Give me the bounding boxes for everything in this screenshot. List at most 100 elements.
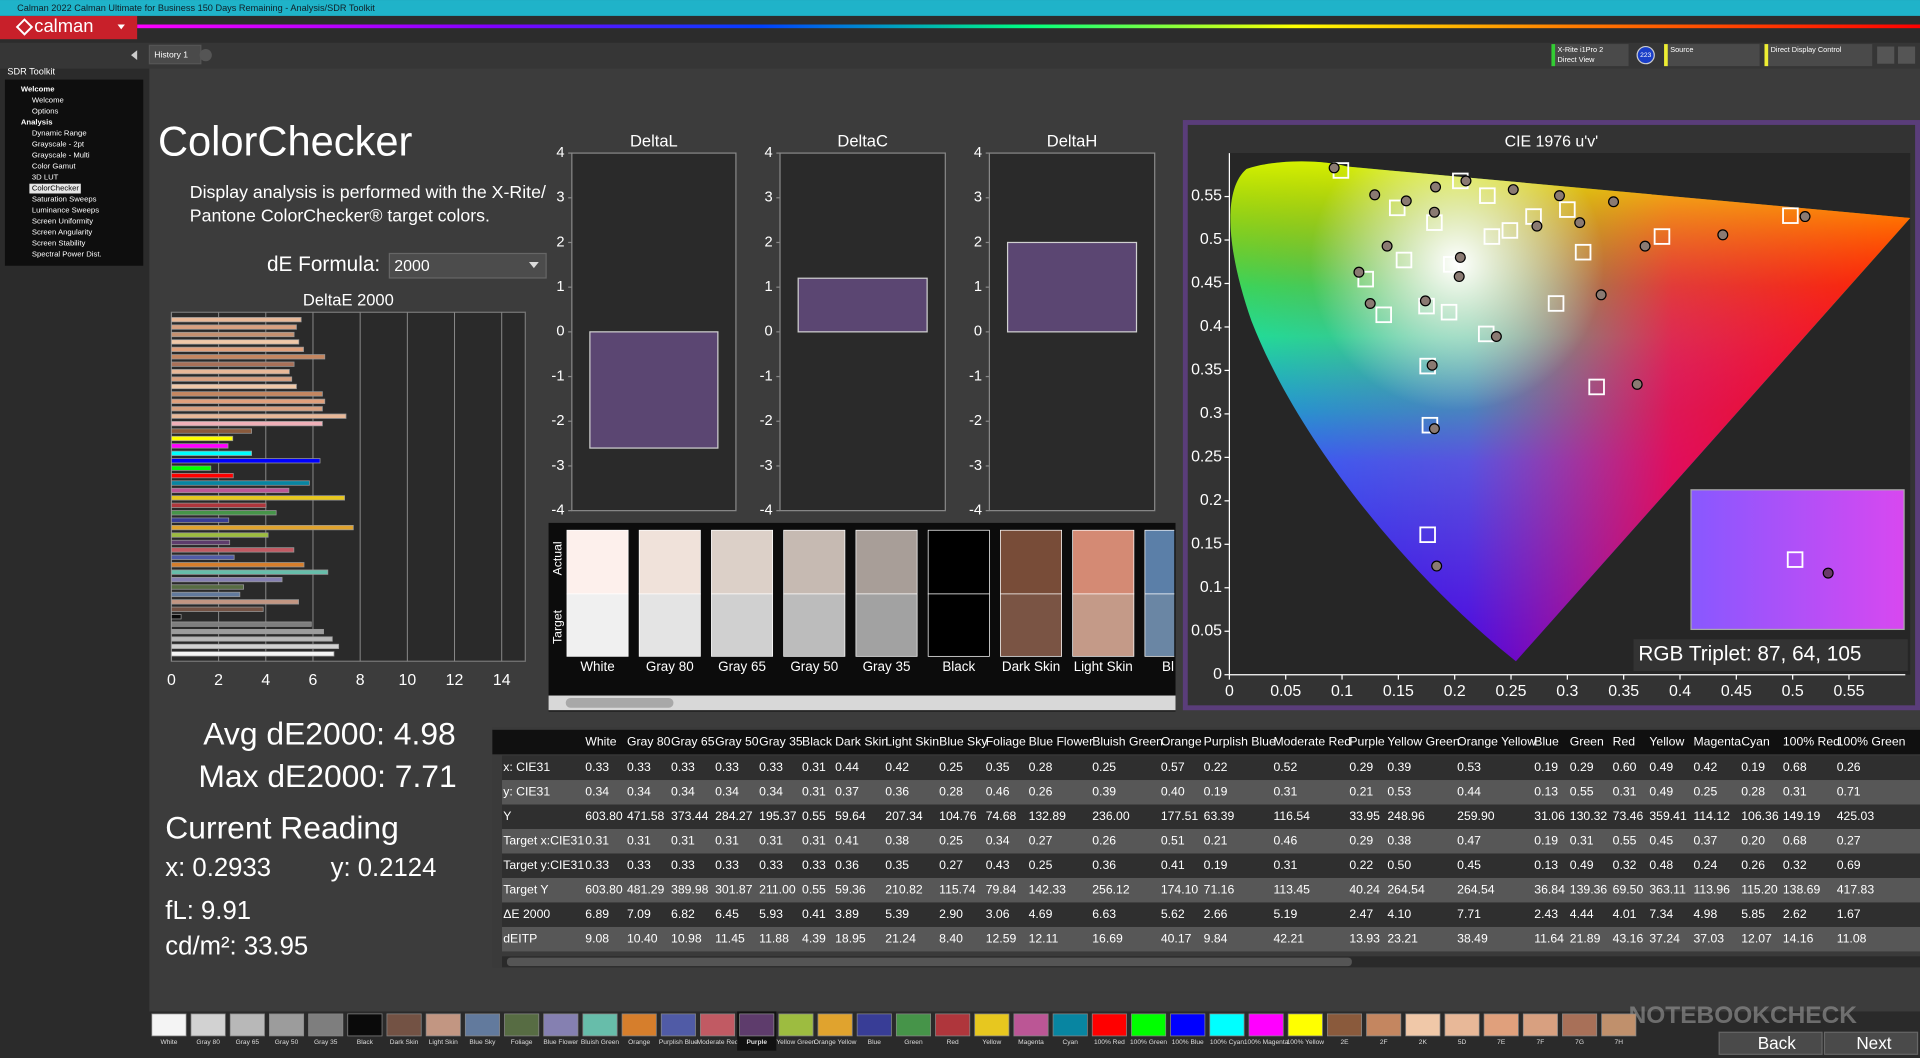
nav-patch[interactable] <box>190 1013 226 1037</box>
y-tick-label: -3 <box>760 458 773 474</box>
nav-patch[interactable] <box>1170 1013 1206 1037</box>
table-cell: 4.01 <box>1613 907 1637 921</box>
nav-patch[interactable] <box>817 1013 853 1037</box>
collapse-arrow[interactable] <box>131 50 138 61</box>
sidebar-item[interactable]: Grayscale - Multi <box>32 151 90 160</box>
sidebar-item[interactable]: Screen Angularity <box>32 228 93 237</box>
menu-button[interactable] <box>1897 46 1916 64</box>
nav-patch[interactable] <box>464 1013 500 1037</box>
nav-patch[interactable] <box>229 1013 265 1037</box>
nav-patch[interactable] <box>308 1013 344 1037</box>
nav-patch[interactable] <box>739 1013 775 1037</box>
settings-button[interactable] <box>1877 46 1895 64</box>
bar <box>171 317 302 323</box>
table-cell: 301.87 <box>715 882 753 896</box>
selected-item <box>29 183 81 194</box>
nav-patch[interactable] <box>151 1013 187 1037</box>
nav-patch[interactable] <box>1444 1013 1480 1037</box>
nav-patch[interactable] <box>935 1013 971 1037</box>
sidebar-item[interactable]: 3D LUT <box>32 173 59 182</box>
nav-patch-label: Purplish Blue <box>659 1039 698 1046</box>
inset-target <box>1786 551 1804 568</box>
sidebar-item[interactable]: Grayscale - 2pt <box>32 140 85 149</box>
nav-patch[interactable] <box>1052 1013 1088 1037</box>
sidebar-item[interactable]: Welcome <box>32 95 64 104</box>
sidebar-item[interactable]: Luminance Sweeps <box>32 206 99 215</box>
bar <box>171 517 230 523</box>
table-cell: 37.03 <box>1693 931 1724 945</box>
table-cell: 6.45 <box>715 907 739 921</box>
nav-patch[interactable] <box>1522 1013 1558 1037</box>
nav-patch[interactable] <box>895 1013 931 1037</box>
table-cell: 0.46 <box>1273 833 1297 847</box>
scroll-thumb[interactable] <box>565 697 674 708</box>
inset-measured <box>1822 567 1834 579</box>
sidebar-item[interactable]: Dynamic Range <box>32 129 87 138</box>
nav-patch[interactable] <box>1013 1013 1049 1037</box>
nav-patch[interactable] <box>582 1013 618 1037</box>
scrollbar[interactable] <box>548 695 1176 711</box>
sidebar-item[interactable]: Welcome <box>21 84 55 93</box>
nav-patch[interactable] <box>1287 1013 1323 1037</box>
nav-patch[interactable] <box>1601 1013 1637 1037</box>
nav-patch-label: 2K <box>1419 1039 1428 1046</box>
nav-patch[interactable] <box>347 1013 383 1037</box>
control-box[interactable] <box>1764 44 1873 67</box>
nav-patch[interactable] <box>621 1013 657 1037</box>
column-header: Yellow <box>1649 734 1684 748</box>
nav-patch[interactable] <box>1326 1013 1363 1037</box>
nav-patch[interactable] <box>1483 1013 1519 1037</box>
nav-patch[interactable] <box>1366 1013 1402 1037</box>
nav-patch[interactable] <box>1091 1013 1127 1037</box>
nav-patch[interactable] <box>1405 1013 1441 1037</box>
target-point <box>1501 222 1519 239</box>
table-row <box>502 853 1920 878</box>
table-row <box>502 877 1920 903</box>
back-button[interactable] <box>1718 1031 1823 1055</box>
table-scroll-thumb[interactable] <box>506 957 1352 967</box>
nav-patch[interactable] <box>269 1013 305 1037</box>
y-tick-label: -4 <box>551 503 564 519</box>
table-cell: 0.45 <box>1457 858 1481 872</box>
row-label: ΔE 2000 <box>503 907 550 921</box>
nav-patch[interactable] <box>543 1013 579 1037</box>
y-tick-label: 0.45 <box>1191 275 1222 292</box>
sidebar-item[interactable]: Analysis <box>21 118 53 127</box>
next-button[interactable] <box>1823 1031 1919 1055</box>
nav-patch[interactable] <box>660 1013 696 1037</box>
logo[interactable] <box>0 15 138 40</box>
nav-patch[interactable] <box>974 1013 1010 1037</box>
sidebar-item[interactable]: Saturation Sweeps <box>32 195 97 204</box>
source-box[interactable] <box>1664 44 1760 67</box>
nav-patch[interactable] <box>856 1013 892 1037</box>
actual-swatch <box>1144 529 1175 595</box>
nav-patch[interactable] <box>1131 1013 1167 1037</box>
sidebar-item[interactable]: Screen Stability <box>32 239 86 248</box>
nav-patch[interactable] <box>504 1013 540 1037</box>
nav-patch-label: Blue <box>868 1039 882 1046</box>
nav-patch[interactable] <box>1248 1013 1284 1037</box>
meter-badge[interactable] <box>1636 45 1655 65</box>
table-cell: 207.34 <box>885 809 923 823</box>
nav-patch[interactable] <box>1562 1013 1598 1037</box>
sidebar-item[interactable]: Spectral Power Dist. <box>32 250 102 259</box>
add-tab[interactable] <box>199 49 212 62</box>
row-label: Y <box>503 809 511 823</box>
nav-patch[interactable] <box>700 1013 736 1037</box>
nav-patch[interactable] <box>1209 1013 1245 1037</box>
sidebar-item[interactable]: Options <box>32 106 59 115</box>
nav-patch-label: Red <box>947 1039 959 1046</box>
nav-patch[interactable] <box>778 1013 814 1037</box>
x-tick-label: 0.4 <box>1669 683 1691 700</box>
sidebar-item[interactable]: Color Gamut <box>32 162 77 171</box>
sidebar-item[interactable]: Screen Uniformity <box>32 217 93 226</box>
meter-box[interactable] <box>1551 44 1629 67</box>
nav-patch[interactable] <box>425 1013 461 1037</box>
bar <box>171 606 264 612</box>
nav-patch[interactable] <box>386 1013 422 1037</box>
sidebar-item[interactable]: ColorChecker <box>32 184 80 193</box>
table-cell: 0.55 <box>802 809 826 823</box>
bar <box>171 428 253 434</box>
formula-dropdown[interactable] <box>388 252 547 279</box>
column-header: Gray 65 <box>671 734 715 748</box>
